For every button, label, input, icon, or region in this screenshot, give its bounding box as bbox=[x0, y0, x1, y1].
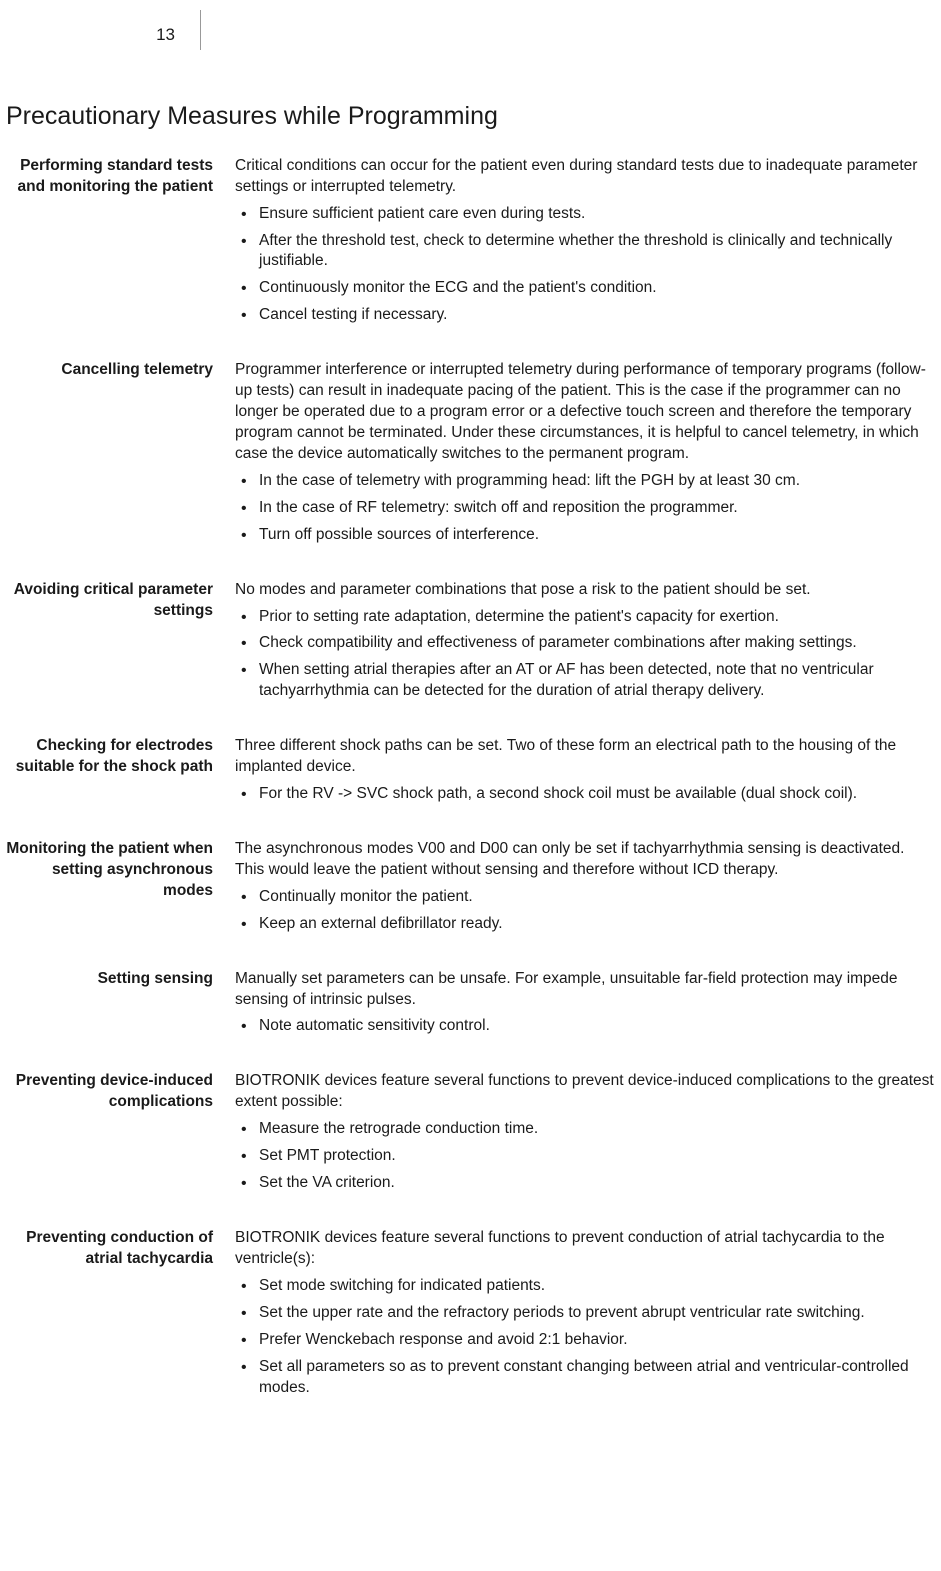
content-row: Checking for electrodes suitable for the… bbox=[0, 736, 941, 811]
row-intro: Three different shock paths can be set. … bbox=[235, 736, 935, 778]
page-header-rule bbox=[200, 10, 201, 50]
row-content: Manually set parameters can be unsafe. F… bbox=[235, 969, 941, 1044]
content-row: Performing standard tests and monitoring… bbox=[0, 156, 941, 332]
bullet-item: Prefer Wenckebach response and avoid 2:1… bbox=[235, 1330, 935, 1351]
bullet-list: Measure the retrograde conduction time. S… bbox=[235, 1119, 935, 1194]
content-row: Setting sensingManually set parameters c… bbox=[0, 969, 941, 1044]
row-intro: The asynchronous modes V00 and D00 can o… bbox=[235, 839, 935, 881]
bullet-item: Set the upper rate and the refractory pe… bbox=[235, 1303, 935, 1324]
bullet-item: Continually monitor the patient. bbox=[235, 887, 935, 908]
bullet-item: Set all parameters so as to prevent cons… bbox=[235, 1357, 935, 1399]
content-row: Cancelling telemetryProgrammer interfere… bbox=[0, 360, 941, 551]
row-intro: No modes and parameter combinations that… bbox=[235, 580, 935, 601]
page-number: 13 bbox=[0, 24, 200, 47]
row-intro: BIOTRONIK devices feature several functi… bbox=[235, 1071, 935, 1113]
row-label: Checking for electrodes suitable for the… bbox=[0, 736, 235, 811]
row-label: Cancelling telemetry bbox=[0, 360, 235, 551]
bullet-item: Set mode switching for indicated patient… bbox=[235, 1276, 935, 1297]
page-header: 13 bbox=[0, 0, 941, 100]
bullet-item: Note automatic sensitivity control. bbox=[235, 1016, 935, 1037]
row-content: BIOTRONIK devices feature several functi… bbox=[235, 1228, 941, 1404]
page: 13 Precautionary Measures while Programm… bbox=[0, 0, 941, 1424]
bullet-item: Turn off possible sources of interferenc… bbox=[235, 525, 935, 546]
bullet-item: Set the VA criterion. bbox=[235, 1173, 935, 1194]
bullet-list: Note automatic sensitivity control. bbox=[235, 1016, 935, 1037]
bullet-list: Set mode switching for indicated patient… bbox=[235, 1276, 935, 1399]
row-label: Avoiding critical parameter settings bbox=[0, 580, 235, 709]
section-title: Precautionary Measures while Programming bbox=[6, 100, 941, 134]
content-row: Avoiding critical parameter settingsNo m… bbox=[0, 580, 941, 709]
row-content: Three different shock paths can be set. … bbox=[235, 736, 941, 811]
row-content: No modes and parameter combinations that… bbox=[235, 580, 941, 709]
content-rows: Performing standard tests and monitoring… bbox=[0, 156, 941, 1405]
bullet-item: Measure the retrograde conduction time. bbox=[235, 1119, 935, 1140]
row-content: Critical conditions can occur for the pa… bbox=[235, 156, 941, 332]
content-row: Preventing device-induced complicationsB… bbox=[0, 1071, 941, 1200]
bullet-item: Check compatibility and effectiveness of… bbox=[235, 633, 935, 654]
row-intro: Programmer interference or interrupted t… bbox=[235, 360, 935, 465]
bullet-item: In the case of telemetry with programmin… bbox=[235, 471, 935, 492]
bullet-item: Cancel testing if necessary. bbox=[235, 305, 935, 326]
bullet-item: Set PMT protection. bbox=[235, 1146, 935, 1167]
row-label: Performing standard tests and monitoring… bbox=[0, 156, 235, 332]
bullet-item: Keep an external defibrillator ready. bbox=[235, 914, 935, 935]
bullet-item: After the threshold test, check to deter… bbox=[235, 231, 935, 273]
row-intro: Manually set parameters can be unsafe. F… bbox=[235, 969, 935, 1011]
bullet-item: Continuously monitor the ECG and the pat… bbox=[235, 278, 935, 299]
content-row: Preventing conduction of atrial tachycar… bbox=[0, 1228, 941, 1404]
row-label: Setting sensing bbox=[0, 969, 235, 1044]
row-content: BIOTRONIK devices feature several functi… bbox=[235, 1071, 941, 1200]
bullet-item: Ensure sufficient patient care even duri… bbox=[235, 204, 935, 225]
row-label: Monitoring the patient when setting asyn… bbox=[0, 839, 235, 941]
bullet-list: For the RV -> SVC shock path, a second s… bbox=[235, 784, 935, 805]
row-label: Preventing device-induced complications bbox=[0, 1071, 235, 1200]
row-content: The asynchronous modes V00 and D00 can o… bbox=[235, 839, 941, 941]
row-label: Preventing conduction of atrial tachycar… bbox=[0, 1228, 235, 1404]
row-content: Programmer interference or interrupted t… bbox=[235, 360, 941, 551]
bullet-list: Continually monitor the patient. Keep an … bbox=[235, 887, 935, 935]
row-intro: Critical conditions can occur for the pa… bbox=[235, 156, 935, 198]
bullet-item: Prior to setting rate adaptation, determ… bbox=[235, 607, 935, 628]
content-row: Monitoring the patient when setting asyn… bbox=[0, 839, 941, 941]
row-intro: BIOTRONIK devices feature several functi… bbox=[235, 1228, 935, 1270]
bullet-list: In the case of telemetry with programmin… bbox=[235, 471, 935, 546]
bullet-list: Ensure sufficient patient care even duri… bbox=[235, 204, 935, 327]
bullet-item: When setting atrial therapies after an A… bbox=[235, 660, 935, 702]
bullet-item: In the case of RF telemetry: switch off … bbox=[235, 498, 935, 519]
bullet-list: Prior to setting rate adaptation, determ… bbox=[235, 607, 935, 703]
bullet-item: For the RV -> SVC shock path, a second s… bbox=[235, 784, 935, 805]
